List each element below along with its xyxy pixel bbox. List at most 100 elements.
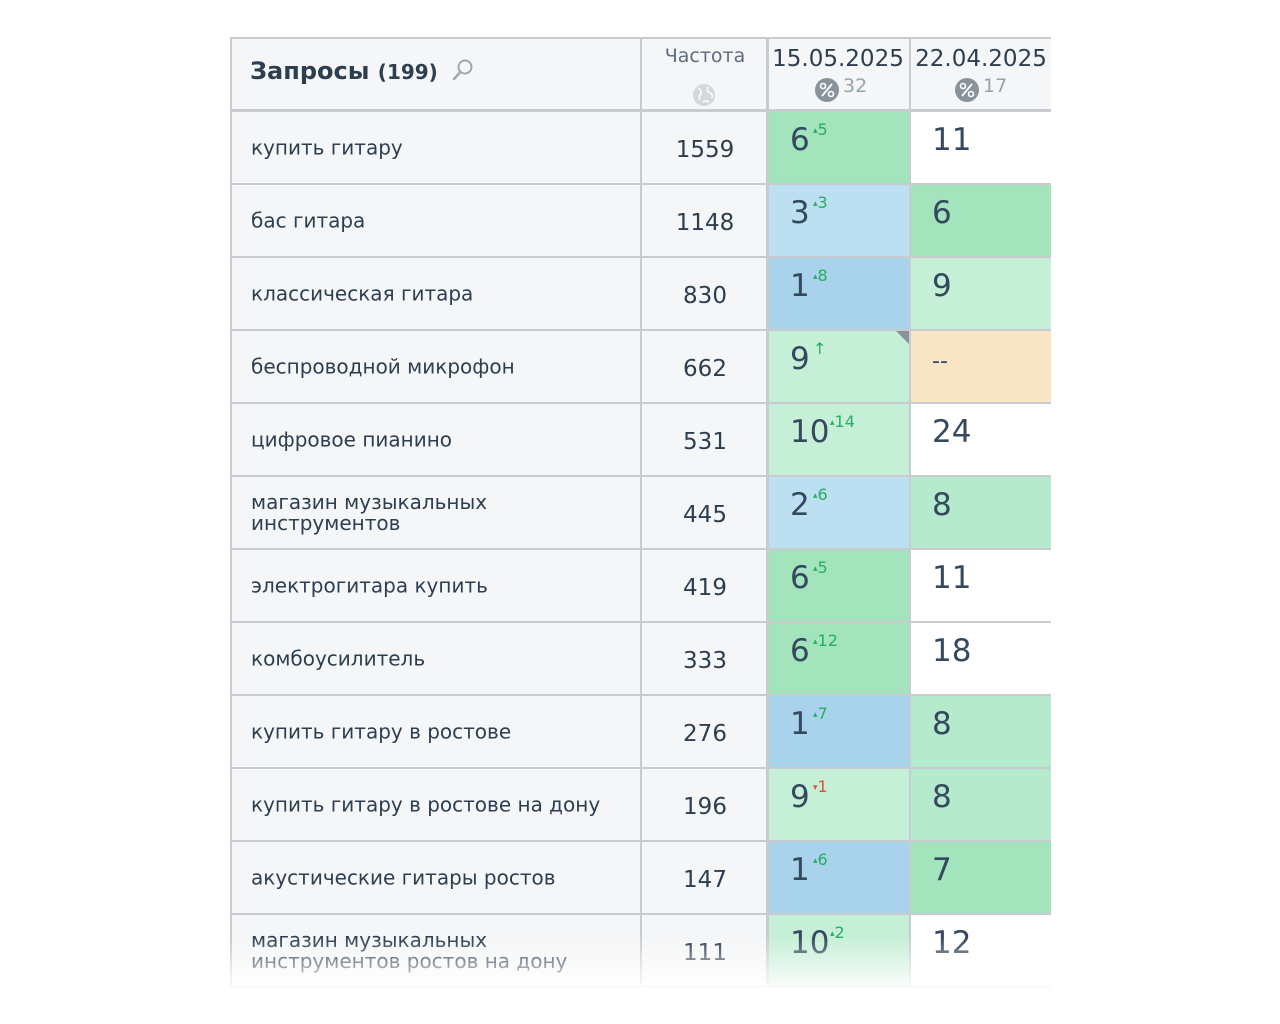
arrow-up-icon: ▴: [813, 856, 818, 866]
frequency-cell: 445: [642, 477, 768, 548]
query-cell[interactable]: комбоусилитель: [230, 623, 642, 694]
position-cell-date-2[interactable]: 6: [910, 185, 1051, 256]
query-cell[interactable]: бас гитара: [230, 185, 642, 256]
position-cell-date-2[interactable]: 8: [910, 696, 1051, 767]
position-change-value: 6: [817, 485, 828, 504]
position-cell-date-2[interactable]: 9: [910, 258, 1051, 329]
position-change-value: 5: [817, 558, 828, 577]
position-change-value: ↑: [813, 339, 827, 358]
percent-icon: [815, 78, 839, 102]
query-text: купить гитару в ростове на дону: [251, 792, 601, 816]
column-divider: [640, 37, 642, 988]
position-cell-date-2[interactable]: 11: [910, 112, 1051, 183]
position-change: ▴7: [813, 704, 828, 723]
position-cell-date-2[interactable]: 11: [910, 550, 1051, 621]
query-text: акустические гитары ростов: [251, 865, 556, 889]
table-row[interactable]: купить гитару в ростове на дону 196 9 ▾1 8: [230, 769, 1051, 842]
position-change: ↑: [813, 339, 826, 358]
position-cell-date-2[interactable]: 24: [910, 404, 1051, 475]
query-cell[interactable]: магазин музыкальных инструментов ростов …: [230, 915, 642, 986]
position-cell-date-1[interactable]: 2 ▴6: [768, 477, 910, 548]
position-change-value: 12: [817, 631, 838, 650]
query-text: классическая гитара: [251, 281, 474, 305]
globe-icon: [693, 84, 715, 106]
position-value: 1: [790, 268, 810, 304]
table-row[interactable]: цифровое пианино 531 10 ▴14 24: [230, 404, 1051, 477]
position-cell-date-1[interactable]: 9 ▾1: [768, 769, 910, 840]
table-row[interactable]: классическая гитара 830 1 ▴8 9: [230, 258, 1051, 331]
column-header-date-2[interactable]: 22.04.2025: [915, 46, 1047, 72]
position-cell-date-2[interactable]: --: [910, 331, 1051, 402]
query-cell[interactable]: магазин музыкальных инструментов: [230, 477, 642, 548]
position-value: 3: [790, 195, 810, 231]
table-row[interactable]: бас гитара 1148 3 ▴3 6: [230, 185, 1051, 258]
position-cell-date-2[interactable]: 7: [910, 842, 1051, 913]
position-value: 6: [932, 195, 952, 231]
column-header-frequency[interactable]: Частота: [664, 45, 746, 67]
query-text: купить гитару: [251, 135, 403, 159]
position-change-value: 2: [834, 923, 845, 942]
query-cell[interactable]: купить гитару: [230, 112, 642, 183]
arrow-up-icon: ▴: [813, 491, 818, 501]
position-value: 7: [932, 852, 952, 888]
position-value: 6: [790, 633, 810, 669]
position-change: ▴2: [830, 923, 845, 942]
table-border-left: [230, 37, 232, 988]
frequency-cell: 1559: [642, 112, 768, 183]
frequency-cell: 662: [642, 331, 768, 402]
position-cell-date-1[interactable]: 10 ▴2: [768, 915, 910, 986]
arrow-up-icon: ▴: [813, 126, 818, 136]
position-change-value: 1: [817, 777, 828, 796]
table-row[interactable]: купить гитару в ростове 276 1 ▴7 8: [230, 696, 1051, 769]
column-header-date-1[interactable]: 15.05.2025: [772, 46, 904, 72]
position-cell-date-1[interactable]: 1 ▴8: [768, 258, 910, 329]
position-value: 10: [790, 925, 830, 961]
search-icon[interactable]: [452, 58, 474, 82]
column-divider: [909, 37, 911, 988]
position-cell-date-1[interactable]: 6 ▴5: [768, 112, 910, 183]
position-cell-date-2[interactable]: 8: [910, 477, 1051, 548]
position-value: 8: [932, 487, 952, 523]
position-change: ▴12: [813, 631, 838, 650]
column-header-queries[interactable]: Запросы (199): [250, 57, 438, 85]
query-cell[interactable]: цифровое пианино: [230, 404, 642, 475]
query-cell[interactable]: беспроводной микрофон: [230, 331, 642, 402]
query-cell[interactable]: классическая гитара: [230, 258, 642, 329]
table-row[interactable]: купить гитару 1559 6 ▴5 11: [230, 112, 1051, 185]
position-change: ▴14: [830, 412, 855, 431]
table-row[interactable]: магазин музыкальных инструментов 445 2 ▴6 8: [230, 477, 1051, 550]
frequency-cell: 830: [642, 258, 768, 329]
position-cell-date-2[interactable]: 18: [910, 623, 1051, 694]
position-change-value: 8: [817, 266, 828, 285]
position-cell-date-1[interactable]: 9 ↑: [768, 331, 910, 402]
position-value: 24: [932, 414, 972, 450]
position-cell-date-1[interactable]: 10 ▴14: [768, 404, 910, 475]
column-divider: [766, 37, 769, 988]
position-change: ▴3: [813, 193, 828, 212]
query-text: магазин музыкальных инструментов: [251, 489, 488, 535]
table-row[interactable]: комбоусилитель 333 6 ▴12 18: [230, 623, 1051, 696]
position-cell-date-1[interactable]: 6 ▴12: [768, 623, 910, 694]
query-cell[interactable]: купить гитару в ростове: [230, 696, 642, 767]
position-value: 11: [932, 122, 972, 158]
position-cell-date-1[interactable]: 1 ▴6: [768, 842, 910, 913]
position-value: 18: [932, 633, 972, 669]
position-change: ▴8: [813, 266, 828, 285]
position-cell-date-1[interactable]: 1 ▴7: [768, 696, 910, 767]
position-cell-date-1[interactable]: 3 ▴3: [768, 185, 910, 256]
query-cell[interactable]: электрогитара купить: [230, 550, 642, 621]
frequency-cell: 1148: [642, 185, 768, 256]
note-corner-icon[interactable]: [896, 331, 910, 345]
position-value: 10: [790, 414, 830, 450]
position-value: 11: [932, 560, 972, 596]
table-row[interactable]: акустические гитары ростов 147 1 ▴6 7: [230, 842, 1051, 915]
arrow-up-icon: ▴: [813, 710, 818, 720]
frequency-cell: 333: [642, 623, 768, 694]
position-cell-date-2[interactable]: 12: [910, 915, 1051, 986]
query-text: комбоусилитель: [251, 646, 426, 670]
query-cell[interactable]: купить гитару в ростове на дону: [230, 769, 642, 840]
query-cell[interactable]: акустические гитары ростов: [230, 842, 642, 913]
position-cell-date-2[interactable]: 8: [910, 769, 1051, 840]
position-value: 12: [932, 925, 972, 961]
position-cell-date-1[interactable]: 6 ▴5: [768, 550, 910, 621]
